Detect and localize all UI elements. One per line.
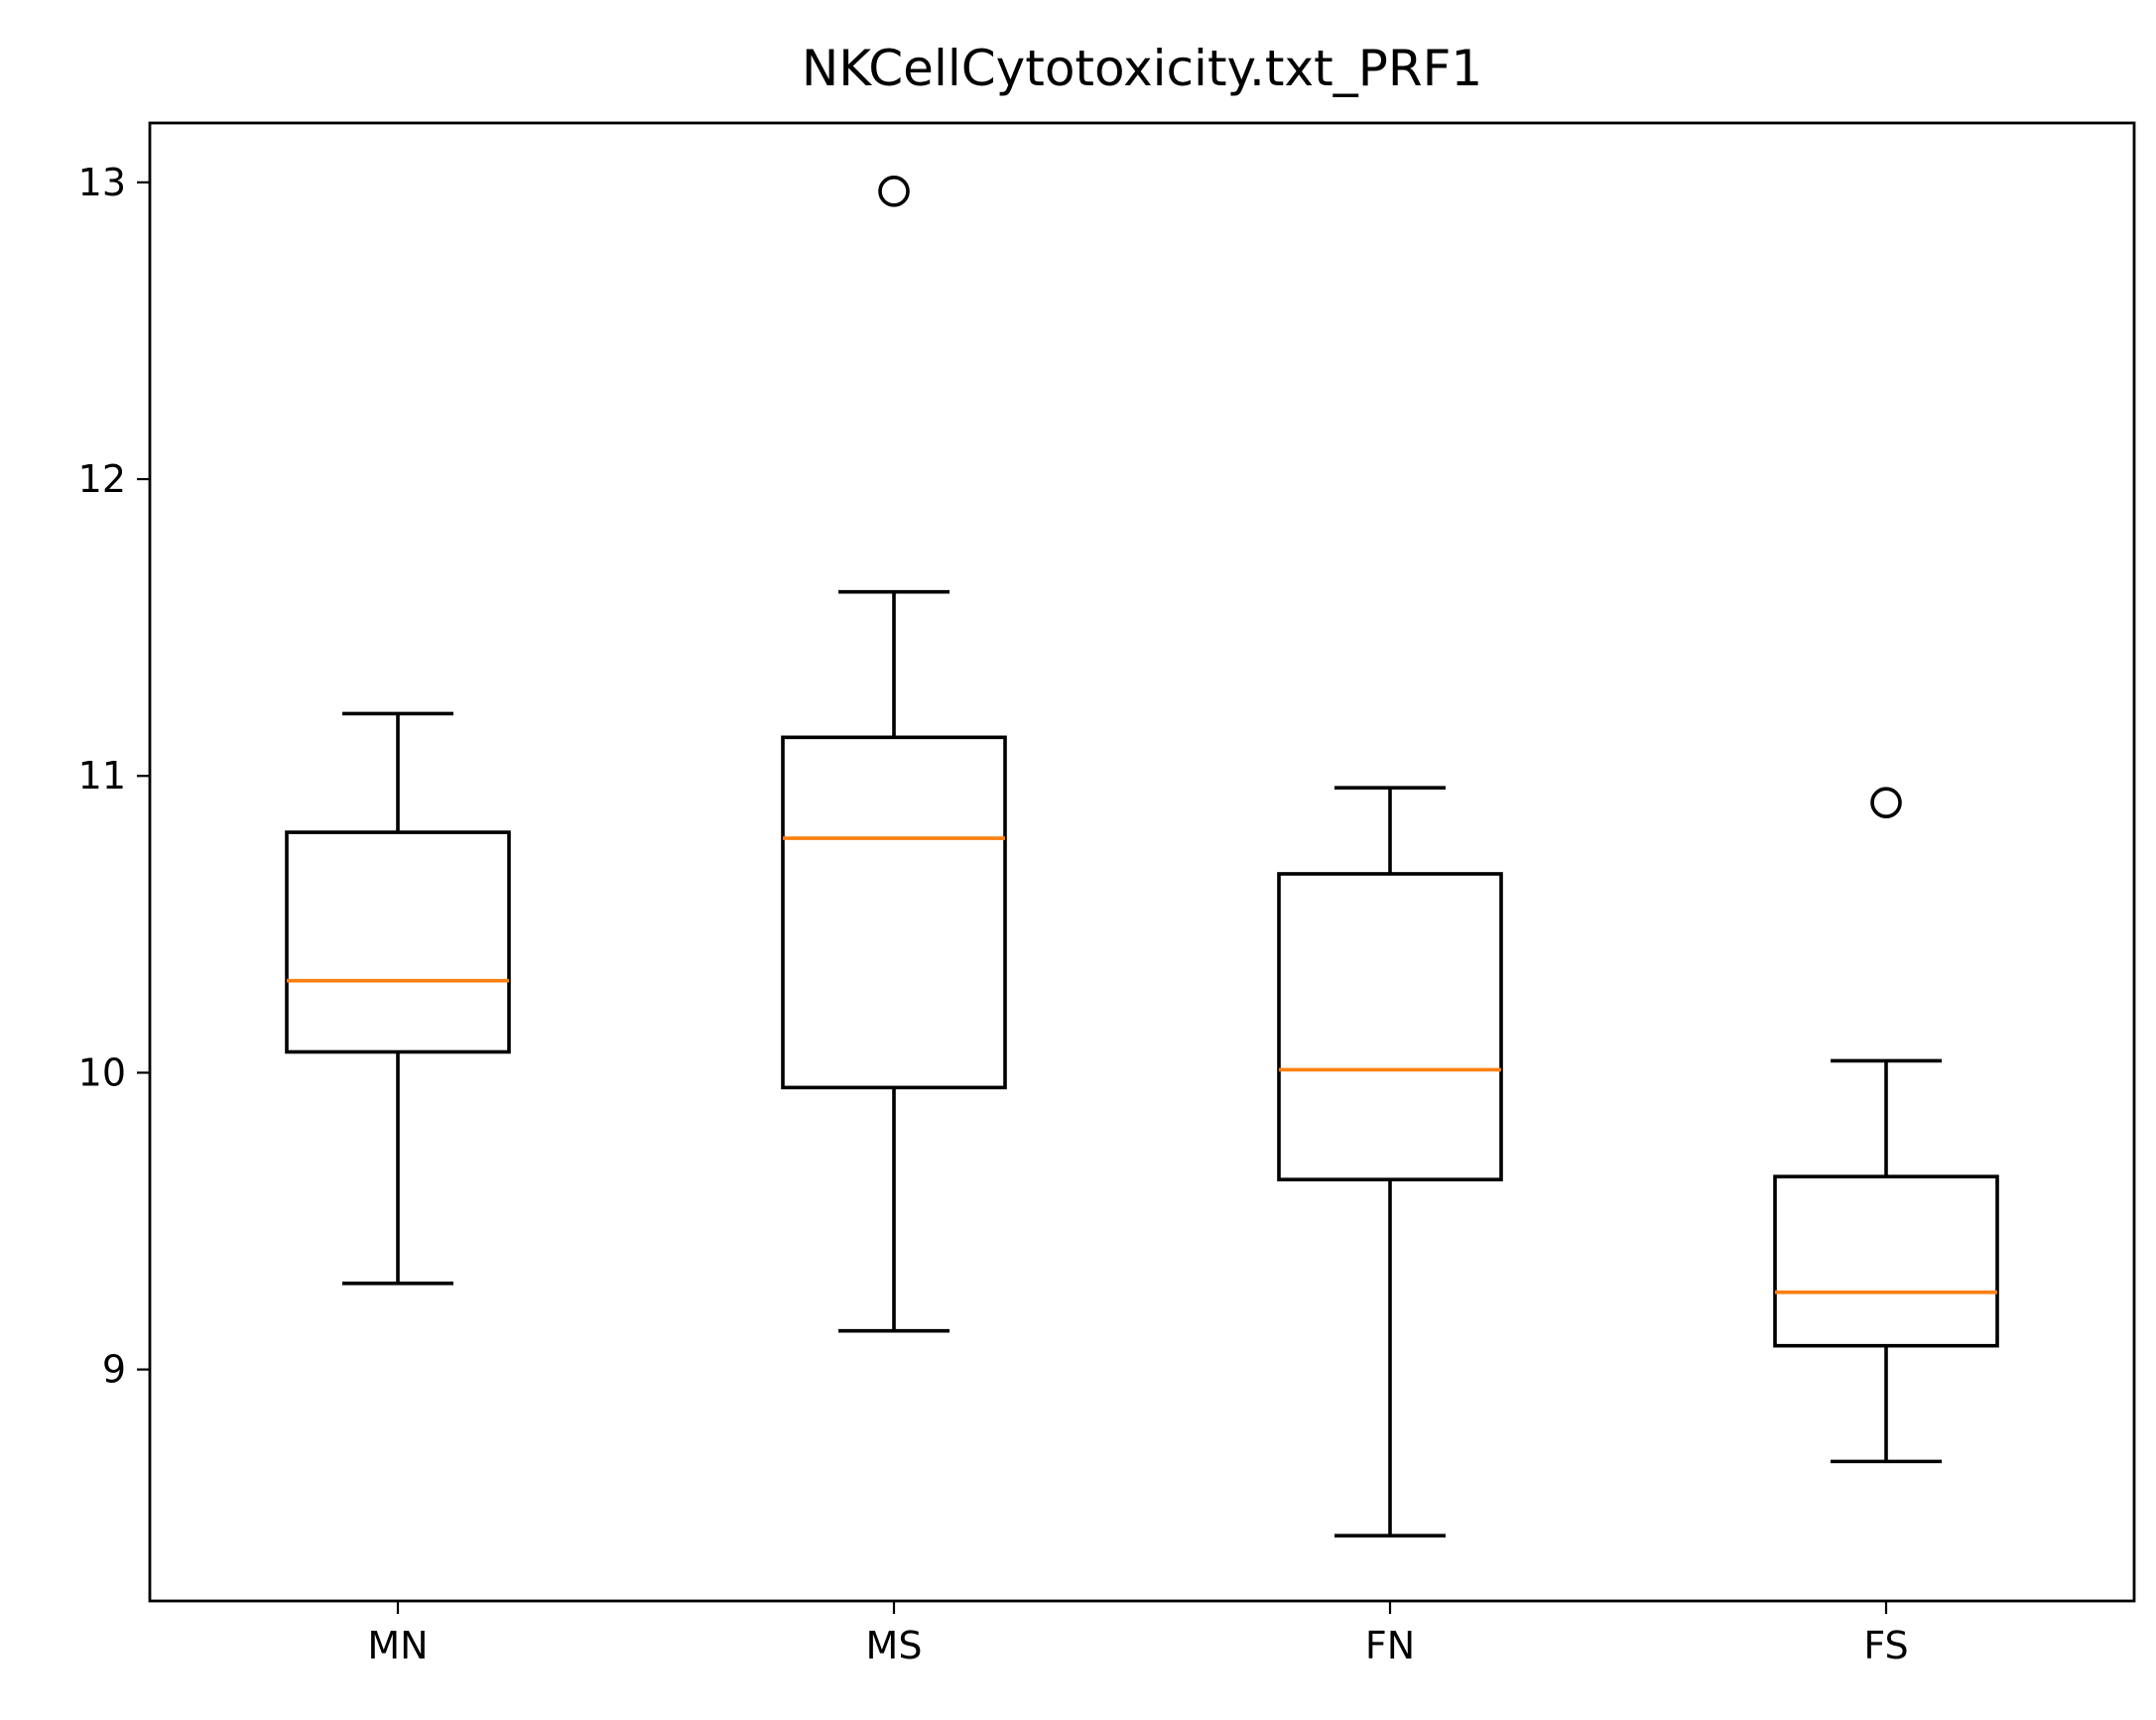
y-tick-label: 9 xyxy=(102,1348,126,1392)
y-tick-label: 11 xyxy=(78,754,126,798)
x-axis: MN MS FN FS xyxy=(367,1601,1909,1667)
y-tick-label: 13 xyxy=(78,161,126,204)
y-axis: 9 10 11 12 13 xyxy=(78,161,150,1392)
box-group-fs xyxy=(1773,787,1999,1464)
box xyxy=(285,830,511,1054)
outlier-point xyxy=(1870,787,1902,818)
x-tick-label: FN xyxy=(1365,1624,1415,1667)
box xyxy=(1277,872,1503,1181)
x-tick-label: MS xyxy=(866,1624,923,1667)
plot-boxes xyxy=(285,176,1999,1537)
box-group-ms xyxy=(781,176,1007,1333)
box-group-fn xyxy=(1277,786,1503,1537)
outlier-point xyxy=(878,176,910,207)
x-tick-label: MN xyxy=(367,1624,428,1667)
chart-title: NKCellCytotoxicity.txt_PRF1 xyxy=(802,40,1482,97)
box-group-mn xyxy=(285,711,511,1286)
box xyxy=(781,735,1007,1090)
y-tick-label: 10 xyxy=(78,1050,126,1094)
axes-frame xyxy=(148,121,2136,1603)
y-tick-label: 12 xyxy=(78,457,126,501)
x-tick-label: FS xyxy=(1863,1624,1908,1667)
box xyxy=(1773,1174,1999,1348)
